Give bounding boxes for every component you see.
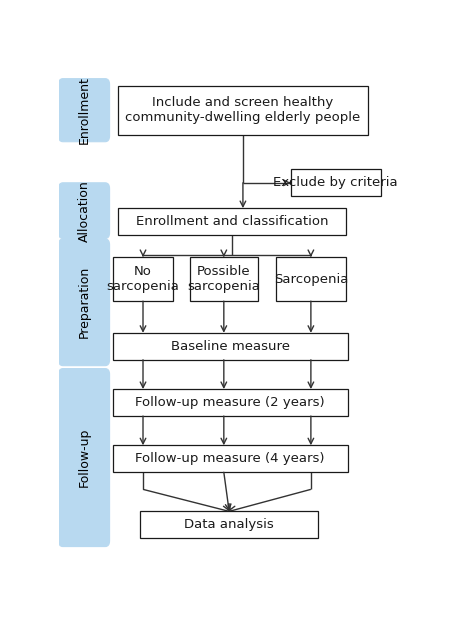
FancyBboxPatch shape (140, 511, 318, 538)
Text: No
sarcopenia: No sarcopenia (106, 265, 179, 293)
Text: Follow-up: Follow-up (78, 428, 91, 487)
Text: Baseline measure: Baseline measure (171, 340, 290, 353)
Text: Follow-up measure (2 years): Follow-up measure (2 years) (135, 396, 325, 409)
FancyBboxPatch shape (58, 239, 109, 366)
Text: Enrollment and classification: Enrollment and classification (136, 215, 328, 228)
Text: Preparation: Preparation (78, 266, 91, 338)
FancyBboxPatch shape (276, 257, 346, 301)
Text: Sarcopenia: Sarcopenia (273, 272, 348, 286)
FancyBboxPatch shape (118, 86, 368, 135)
FancyBboxPatch shape (118, 208, 346, 235)
FancyBboxPatch shape (112, 445, 347, 472)
FancyBboxPatch shape (190, 257, 258, 301)
FancyBboxPatch shape (112, 389, 347, 416)
Text: Exclude by criteria: Exclude by criteria (273, 176, 398, 189)
Text: Enrollment: Enrollment (78, 76, 91, 144)
Text: Allocation: Allocation (78, 180, 91, 241)
Text: Follow-up measure (4 years): Follow-up measure (4 years) (135, 452, 325, 465)
FancyBboxPatch shape (112, 333, 347, 360)
FancyBboxPatch shape (291, 169, 381, 196)
FancyBboxPatch shape (58, 79, 109, 142)
Text: Possible
sarcopenia: Possible sarcopenia (187, 265, 260, 293)
FancyBboxPatch shape (112, 257, 173, 301)
FancyBboxPatch shape (58, 183, 109, 239)
Text: Data analysis: Data analysis (184, 518, 274, 531)
FancyBboxPatch shape (58, 368, 109, 547)
Text: Include and screen healthy
community-dwelling elderly people: Include and screen healthy community-dwe… (125, 97, 361, 124)
